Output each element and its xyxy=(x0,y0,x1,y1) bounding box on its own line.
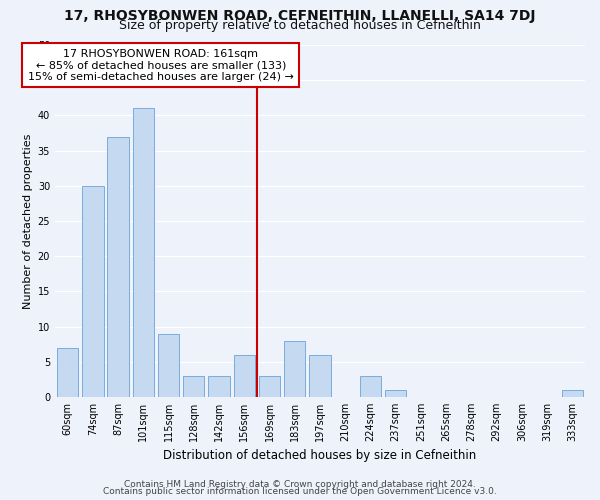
Bar xyxy=(57,348,78,397)
Text: Contains public sector information licensed under the Open Government Licence v3: Contains public sector information licen… xyxy=(103,487,497,496)
Bar xyxy=(158,334,179,397)
Bar xyxy=(208,376,230,397)
Bar xyxy=(360,376,381,397)
Text: Contains HM Land Registry data © Crown copyright and database right 2024.: Contains HM Land Registry data © Crown c… xyxy=(124,480,476,489)
Bar xyxy=(385,390,406,397)
Text: 17, RHOSYBONWEN ROAD, CEFNEITHIN, LLANELLI, SA14 7DJ: 17, RHOSYBONWEN ROAD, CEFNEITHIN, LLANEL… xyxy=(64,9,536,23)
Text: 17 RHOSYBONWEN ROAD: 161sqm
← 85% of detached houses are smaller (133)
15% of se: 17 RHOSYBONWEN ROAD: 161sqm ← 85% of det… xyxy=(28,48,294,82)
Y-axis label: Number of detached properties: Number of detached properties xyxy=(23,134,34,308)
Bar xyxy=(107,136,129,397)
Bar xyxy=(259,376,280,397)
X-axis label: Distribution of detached houses by size in Cefneithin: Distribution of detached houses by size … xyxy=(163,450,476,462)
Bar xyxy=(309,354,331,397)
Bar xyxy=(284,340,305,397)
Bar xyxy=(133,108,154,397)
Bar xyxy=(82,186,104,397)
Bar xyxy=(183,376,205,397)
Bar xyxy=(562,390,583,397)
Text: Size of property relative to detached houses in Cefneithin: Size of property relative to detached ho… xyxy=(119,19,481,32)
Bar xyxy=(233,354,255,397)
